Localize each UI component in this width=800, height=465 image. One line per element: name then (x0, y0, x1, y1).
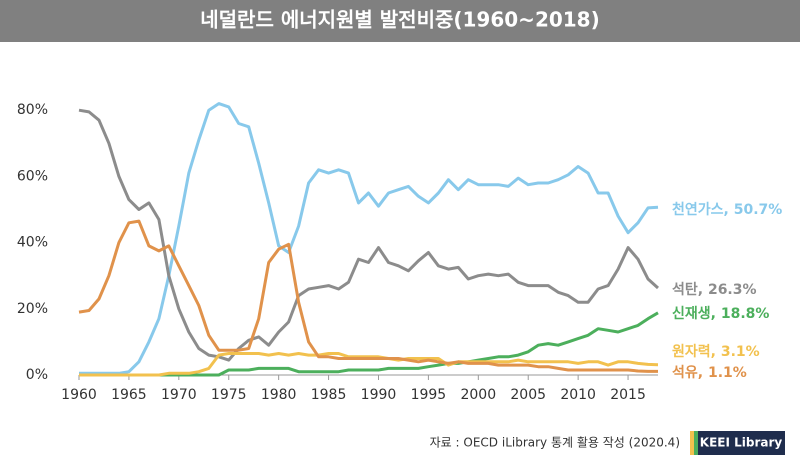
series-line (79, 311, 659, 377)
x-tick-label: 1990 (361, 387, 397, 403)
y-tick-label: 0% (26, 367, 48, 383)
chart-title: 네덜란드 에너지원별 발전비중(1960~2018) (200, 8, 600, 32)
series-label: 석탄, 26.3% (672, 281, 757, 298)
x-tick-label: 2000 (460, 387, 496, 403)
y-tick-label: 20% (17, 301, 48, 317)
series-label: 원자력, 3.1% (672, 344, 760, 360)
x-tick-label: 2015 (610, 387, 646, 403)
logo-text: KEEI Library (700, 436, 783, 450)
x-tick-label: 1975 (211, 387, 247, 403)
x-tick-label: 2010 (560, 387, 596, 403)
x-tick-label: 1995 (411, 387, 447, 403)
series-line (78, 108, 660, 362)
x-tick-label: 1960 (61, 387, 97, 403)
series-line (79, 102, 659, 375)
x-tick-label: 1980 (261, 387, 297, 403)
title-bar (0, 0, 800, 42)
x-tick-label: 2005 (510, 387, 546, 403)
x-tick-label: 1970 (161, 387, 197, 403)
series-label: 천연가스, 50.7% (672, 202, 782, 218)
series-line (79, 352, 659, 377)
logo-stripe (694, 431, 698, 455)
y-tick-label: 40% (17, 235, 48, 251)
x-tick-label: 1985 (311, 387, 347, 403)
x-tick-label: 1965 (111, 387, 147, 403)
series-line (78, 219, 658, 373)
source: 자료 : OECD iLibrary 통계 활용 작성 (2020.4) (430, 436, 680, 450)
logo: KEEI Library (690, 431, 785, 455)
logo-stripe (690, 431, 694, 455)
y-tick-label: 60% (17, 168, 48, 184)
y-tick-label: 80% (17, 102, 48, 118)
series-label: 신재생, 18.8% (672, 306, 769, 322)
series-label: 석유, 1.1% (672, 365, 747, 381)
logo-box (698, 431, 785, 455)
